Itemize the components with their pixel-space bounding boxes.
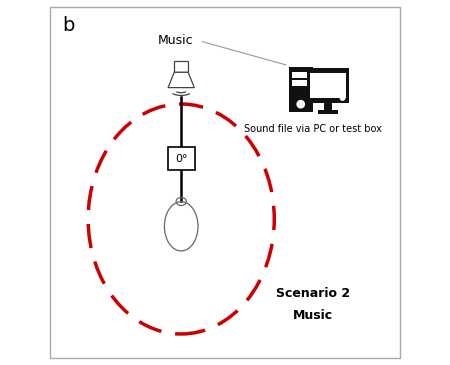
Text: Music: Music bbox=[292, 309, 333, 322]
FancyBboxPatch shape bbox=[167, 147, 195, 170]
FancyBboxPatch shape bbox=[174, 61, 188, 72]
Text: Music: Music bbox=[158, 34, 194, 47]
Text: Scenario 2: Scenario 2 bbox=[275, 287, 350, 300]
FancyBboxPatch shape bbox=[318, 110, 338, 114]
FancyBboxPatch shape bbox=[289, 66, 313, 112]
Text: Sound file via PC or test box: Sound file via PC or test box bbox=[243, 124, 382, 134]
Circle shape bbox=[340, 96, 345, 100]
FancyBboxPatch shape bbox=[292, 81, 310, 86]
FancyBboxPatch shape bbox=[307, 69, 349, 103]
Polygon shape bbox=[324, 103, 332, 110]
FancyBboxPatch shape bbox=[292, 72, 310, 78]
Polygon shape bbox=[168, 72, 194, 88]
Text: b: b bbox=[63, 16, 75, 35]
Circle shape bbox=[297, 100, 304, 108]
FancyBboxPatch shape bbox=[310, 73, 346, 98]
Text: 0°: 0° bbox=[175, 154, 188, 164]
